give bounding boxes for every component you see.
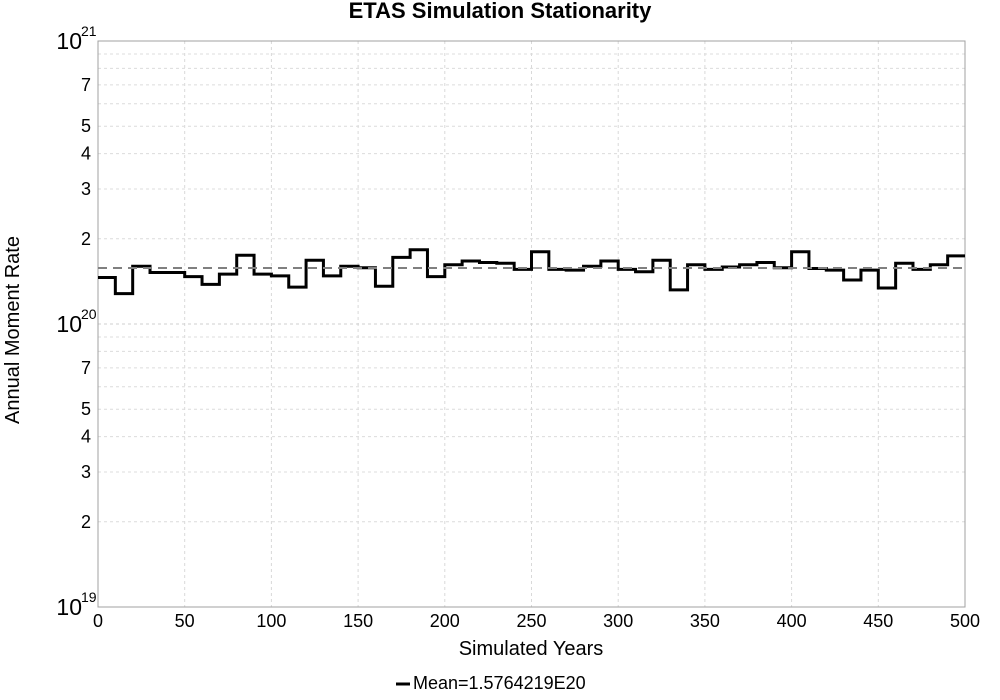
x-axis-ticks: 0 50 100 150 200 250 300 350 400 450 500 bbox=[93, 611, 980, 631]
x-tick-label: 250 bbox=[516, 611, 546, 631]
y-tick-label: 5 bbox=[81, 399, 91, 419]
y-major-tick-base: 10 bbox=[56, 28, 82, 54]
x-tick-label: 300 bbox=[603, 611, 633, 631]
y-major-tick-exponent: 19 bbox=[81, 589, 97, 605]
plot-area-frame bbox=[97, 40, 966, 608]
y-tick-label: 7 bbox=[81, 358, 91, 378]
y-tick-label: 3 bbox=[81, 179, 91, 199]
x-axis-label: Simulated Years bbox=[459, 638, 604, 660]
y-tick-label: 5 bbox=[81, 116, 91, 136]
y-major-tick-exponent: 21 bbox=[81, 23, 97, 39]
series-layer bbox=[98, 248, 965, 296]
y-tick-label: 4 bbox=[81, 144, 91, 164]
x-tick-label: 400 bbox=[777, 611, 807, 631]
y-tick-label: 2 bbox=[81, 512, 91, 532]
legend-label: Mean=1.5764219E20 bbox=[413, 673, 586, 693]
x-tick-label: 500 bbox=[950, 611, 980, 631]
y-major-tick-exponent: 20 bbox=[81, 306, 97, 322]
x-tick-label: 450 bbox=[863, 611, 893, 631]
legend: Mean=1.5764219E20 bbox=[396, 673, 586, 693]
grid-layer bbox=[98, 41, 965, 607]
x-tick-label: 350 bbox=[690, 611, 720, 631]
x-tick-label: 100 bbox=[256, 611, 286, 631]
x-tick-label: 150 bbox=[343, 611, 373, 631]
y-tick-label: 2 bbox=[81, 229, 91, 249]
x-tick-label: 50 bbox=[175, 611, 195, 631]
y-tick-label: 3 bbox=[81, 462, 91, 482]
y-major-tick-base: 10 bbox=[56, 594, 82, 620]
y-axis-label: Annual Moment Rate bbox=[2, 236, 24, 424]
x-tick-label: 0 bbox=[93, 611, 103, 631]
chart-title: ETAS Simulation Stationarity bbox=[349, 0, 653, 23]
y-tick-label: 7 bbox=[81, 75, 91, 95]
x-tick-label: 200 bbox=[430, 611, 460, 631]
y-major-tick-base: 10 bbox=[56, 311, 82, 337]
y-tick-label: 4 bbox=[81, 427, 91, 447]
